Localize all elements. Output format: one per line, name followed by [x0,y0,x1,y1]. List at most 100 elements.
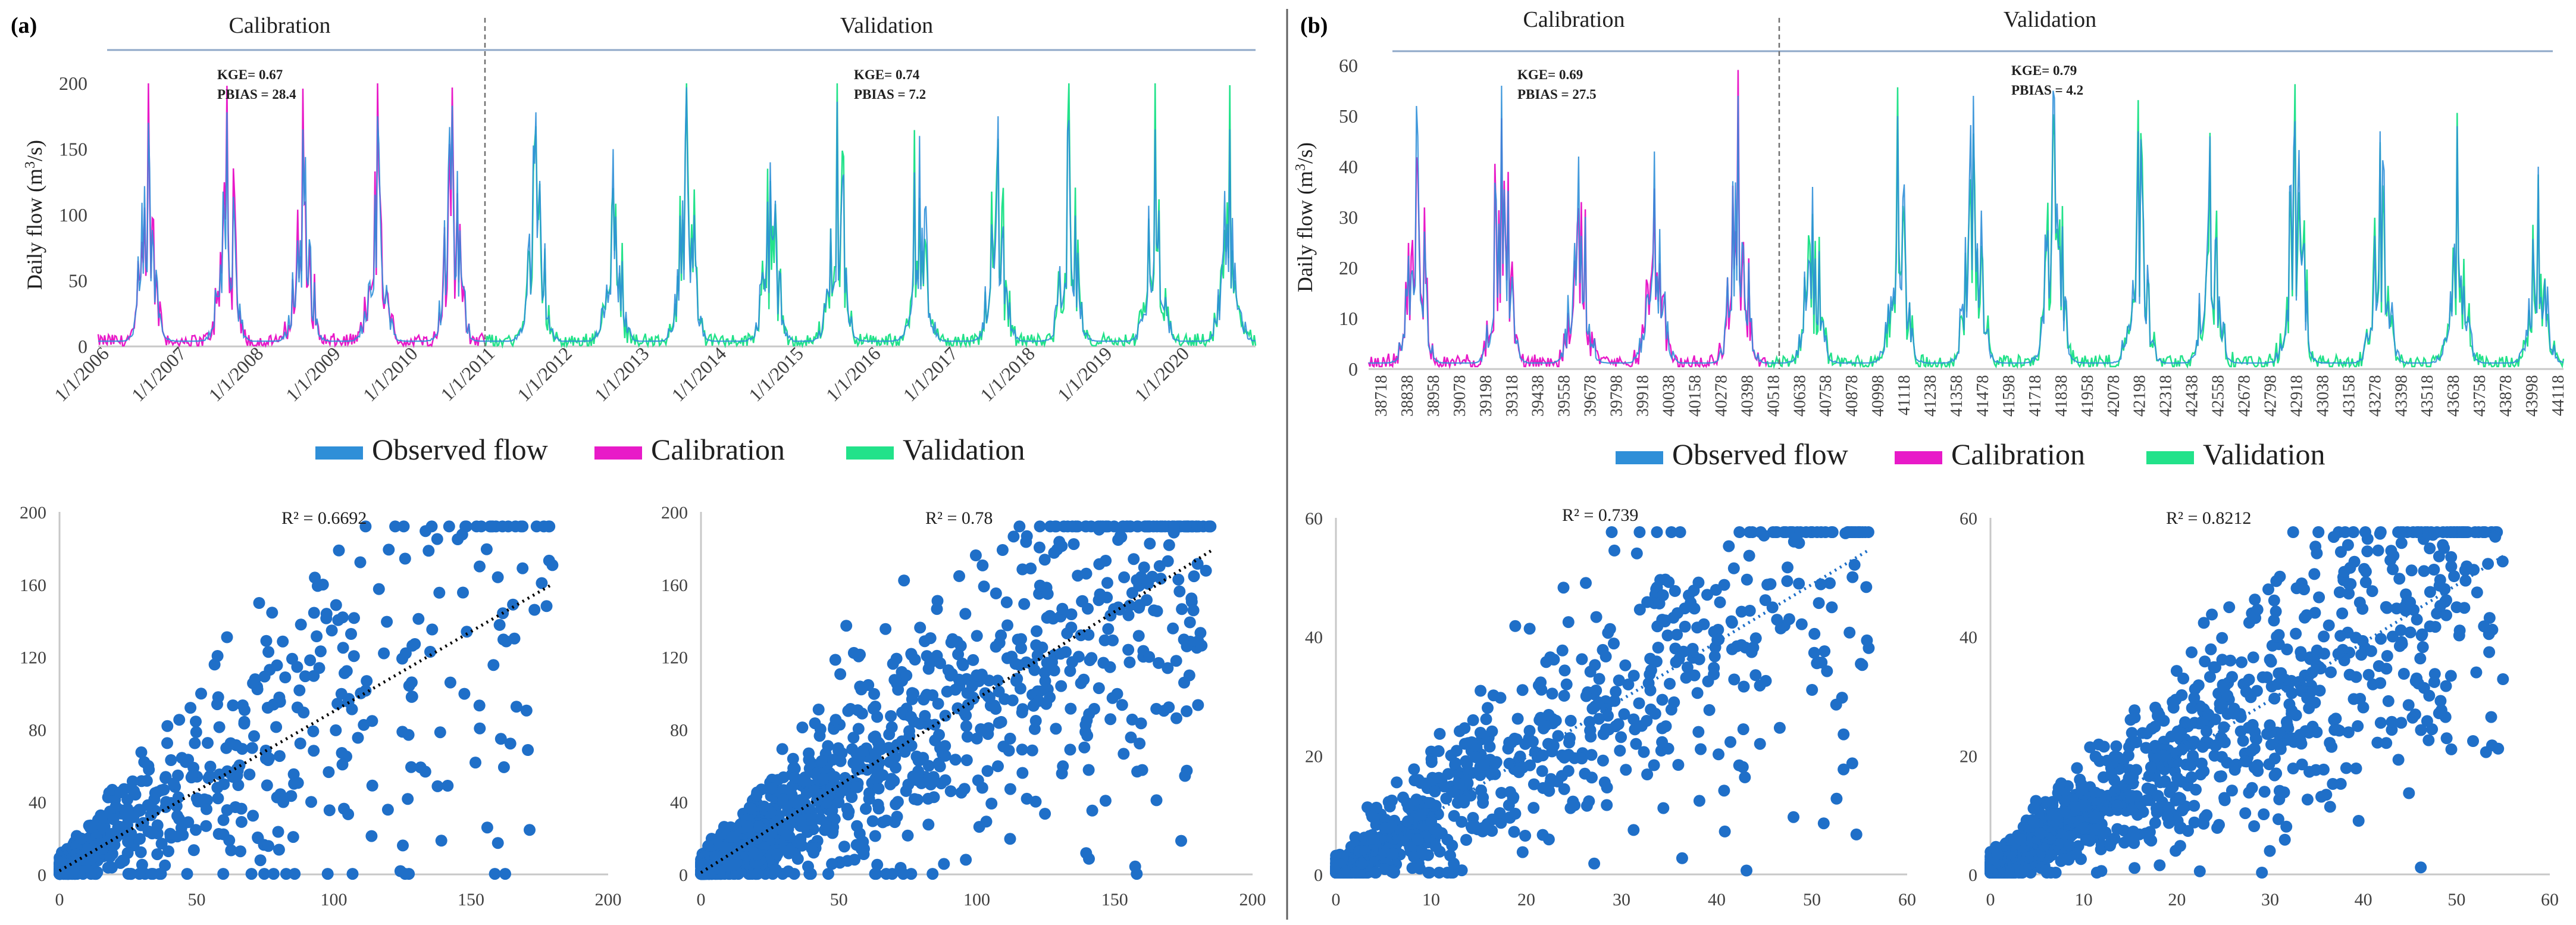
scatter-point [292,777,304,789]
x-tick-label: 50 [188,890,206,910]
scatter-point [1557,582,1570,594]
scatter-point [2119,783,2131,796]
scatter-point [2424,620,2436,633]
scatter-point [2353,596,2366,609]
scatter-point [776,743,788,755]
scatter-point [1739,771,1751,783]
scatter-point [1519,830,1532,842]
scatter-point [517,562,529,574]
scatter-point [883,728,896,740]
scatter-point [433,586,446,599]
scatter-point [204,760,217,773]
scatter-point [1168,520,1180,533]
x-tick-label: 40038 [1660,375,1679,417]
scatter-point [927,689,939,701]
validation-series-line [483,83,1257,349]
scatter-point [840,620,853,632]
scatter-point [346,868,359,880]
scatter-point [2108,751,2121,763]
scatter-point [492,571,504,583]
scatter-point [852,723,865,735]
scatter-point [1562,616,1575,629]
scatter-point [431,780,444,792]
scatter-point [1648,759,1660,771]
scatter-point [2264,845,2276,857]
x-tick-label: 40998 [1869,375,1888,417]
scatter-point [1505,736,1518,749]
kge-label: KGE= 0.79 [2011,63,2077,78]
scatter-point [928,718,941,731]
scatter-point [732,868,744,880]
scatter-point [321,868,334,880]
y-axis-label-prefix: Daily flow (m [1293,171,1317,292]
scatter-point [1144,538,1156,550]
scatter-point [1020,536,1032,548]
scatter-point [1111,688,1123,700]
scatter-point [1021,792,1033,805]
scatter-point [461,626,473,638]
scatter-point [1099,795,1112,807]
scatter-point [332,614,345,626]
scatter-point [1016,706,1028,718]
scatter-point [2187,749,2199,762]
scatter-point [1665,704,1677,716]
scatter-point [1453,777,1465,790]
scatter-point [435,835,447,847]
scatter-point [1141,594,1153,607]
scatter-point [333,544,345,557]
validation-period-label: Validation [2004,7,2096,32]
scatter-point [1788,535,1800,548]
scatter-point [2161,811,2174,823]
scatter-point [1404,841,1416,854]
scatter-point [1170,655,1182,667]
scatter-point [295,618,307,631]
scatter-point [2217,679,2229,691]
scatter-point [2270,605,2282,618]
scatter-point [1425,756,1438,768]
legend-label-observed: Observed flow [1672,438,1848,471]
scatter-point [1519,738,1532,750]
scatter-point [834,668,847,680]
scatter-point [1123,599,1136,612]
scatter-point [1686,643,1699,655]
scatter-point [1411,833,1424,846]
scatter-point [1433,827,1445,840]
scatter-point [2439,711,2452,723]
scatter-point [2239,807,2252,820]
scatter-point [84,821,96,834]
scatter-point [1589,659,1601,671]
scatter-point [307,725,320,738]
scatter-point [1698,618,1710,630]
scatter-point [1838,763,1850,776]
scatter-point [1132,520,1144,533]
scatter-point [1064,665,1076,677]
scatter-point [1482,702,1494,714]
scatter-point [2393,573,2406,585]
scatter-point [1826,526,1838,538]
scatter-point [2359,576,2372,589]
scatter-point [1425,815,1438,827]
scatter-point [2195,768,2207,781]
scatter-point [337,642,349,654]
scatter-point [953,673,965,686]
scatter-point [1657,589,1669,601]
scatter-point [2198,817,2210,830]
scatter-point [1649,708,1661,720]
scatter-point [896,707,909,718]
scatter-point [1672,759,1685,771]
scatter-point [851,820,863,832]
x-tick-label: 39918 [1634,375,1652,417]
scatter-point [879,623,892,635]
scatter-point [2324,801,2336,813]
scatter-point [2334,546,2347,558]
scatter-point [1039,675,1051,688]
scatter-point [140,774,153,787]
scatter-point [1638,746,1650,758]
scatter-point [2424,542,2436,555]
scatter-point [2459,574,2472,587]
scatter-point [246,742,258,754]
panel-label: (a) [11,13,37,38]
x-tick-label: 20 [1517,890,1535,910]
scatter-point [121,793,134,806]
